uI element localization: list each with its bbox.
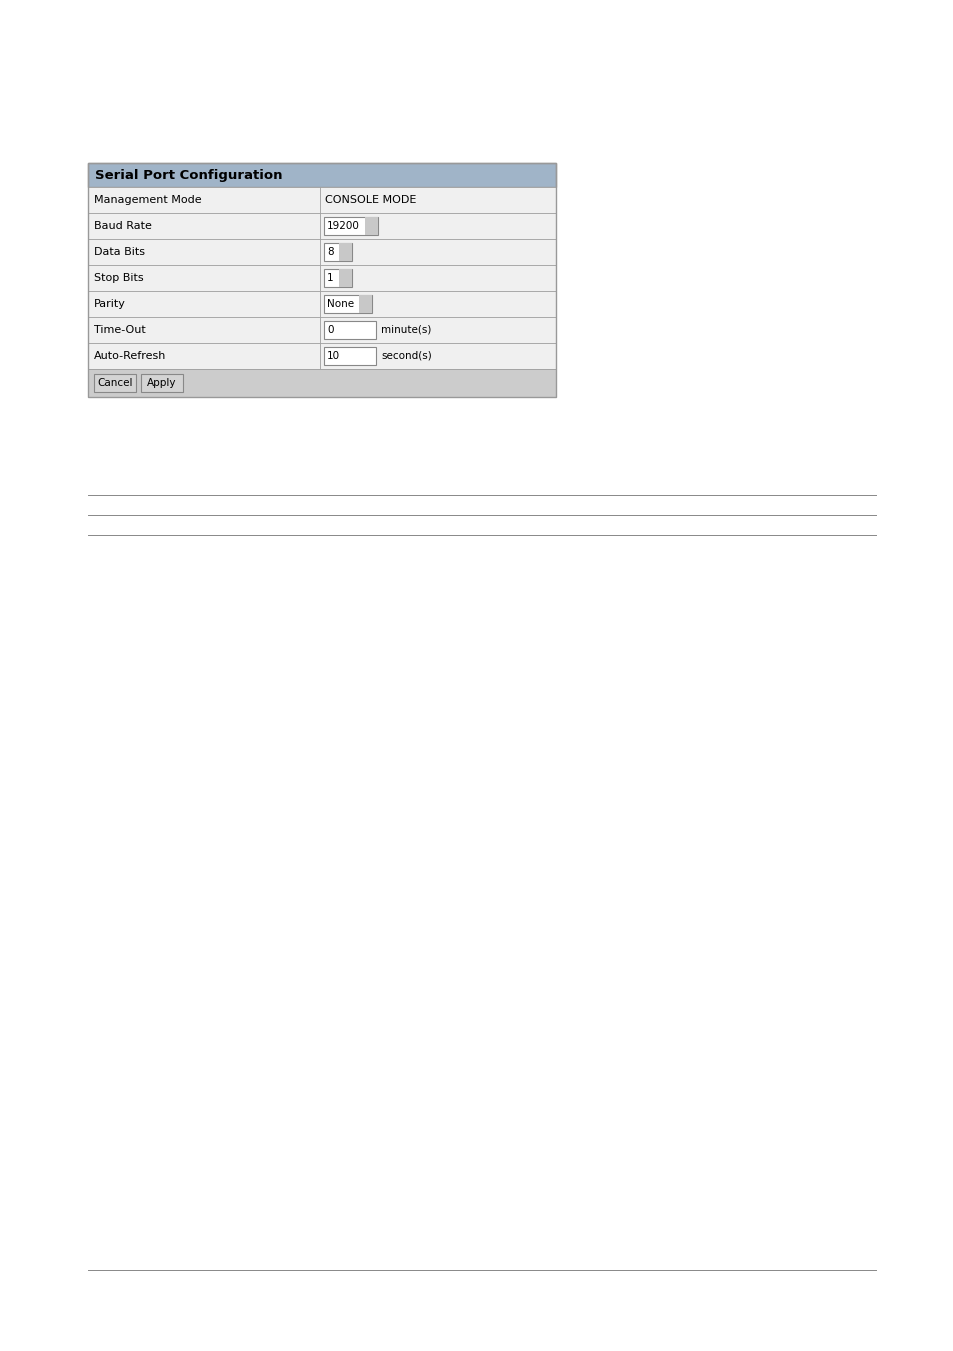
Bar — [319, 317, 556, 343]
Bar — [324, 320, 375, 339]
Bar — [324, 269, 352, 288]
Bar — [141, 374, 183, 392]
Text: Serial Port Configuration: Serial Port Configuration — [95, 169, 282, 181]
Bar — [88, 369, 556, 397]
Text: second(s): second(s) — [380, 351, 432, 361]
Bar — [339, 243, 352, 261]
Bar — [339, 269, 352, 288]
Text: Management Mode: Management Mode — [94, 195, 201, 205]
Text: ▼: ▼ — [343, 250, 348, 254]
Text: Apply: Apply — [147, 378, 176, 388]
Text: Parity: Parity — [94, 299, 126, 309]
Bar — [88, 290, 319, 317]
Bar — [324, 347, 375, 365]
Text: ▼: ▼ — [369, 223, 374, 228]
Text: 19200: 19200 — [327, 222, 359, 231]
Bar — [88, 213, 319, 239]
Bar — [319, 186, 556, 213]
Bar — [324, 295, 372, 313]
Text: 10: 10 — [327, 351, 340, 361]
Text: 0: 0 — [327, 326, 334, 335]
Bar — [358, 295, 372, 313]
Text: CONSOLE MODE: CONSOLE MODE — [325, 195, 416, 205]
Bar — [319, 343, 556, 369]
Bar — [88, 163, 556, 397]
Bar — [324, 216, 378, 235]
Bar — [88, 186, 319, 213]
Text: Auto-Refresh: Auto-Refresh — [94, 351, 166, 361]
Text: None: None — [327, 299, 354, 309]
Bar — [324, 243, 352, 261]
Bar — [88, 239, 319, 265]
Text: minute(s): minute(s) — [380, 326, 431, 335]
Text: Stop Bits: Stop Bits — [94, 273, 144, 282]
Bar — [88, 163, 556, 186]
Bar — [319, 265, 556, 290]
Text: Baud Rate: Baud Rate — [94, 222, 152, 231]
Text: 8: 8 — [327, 247, 334, 257]
Bar — [94, 374, 136, 392]
Text: ▼: ▼ — [343, 276, 348, 281]
Bar — [88, 265, 319, 290]
Text: Cancel: Cancel — [97, 378, 132, 388]
Text: 1: 1 — [327, 273, 334, 282]
Text: Time-Out: Time-Out — [94, 326, 146, 335]
Text: Data Bits: Data Bits — [94, 247, 145, 257]
Bar — [365, 216, 378, 235]
Bar — [88, 317, 319, 343]
Bar — [319, 239, 556, 265]
Bar — [88, 343, 319, 369]
Bar — [319, 290, 556, 317]
Text: ▼: ▼ — [363, 301, 368, 307]
Bar — [319, 213, 556, 239]
